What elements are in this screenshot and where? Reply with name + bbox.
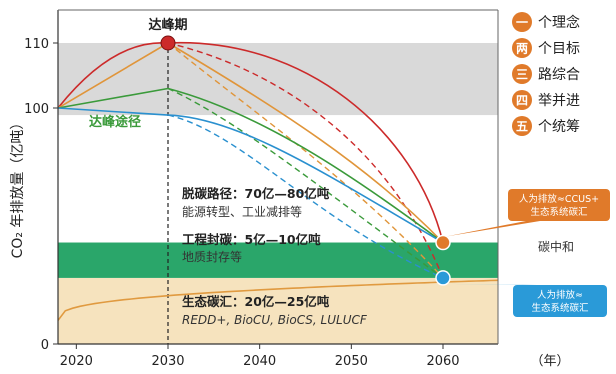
callout-ccus-text: 人为排放≈CCUS+ xyxy=(519,193,599,205)
red-rise xyxy=(58,42,169,109)
x-tick-label: 2040 xyxy=(243,354,276,369)
legend-badge-text: 两 xyxy=(516,42,528,56)
callout-eco-text: 人为排放≈ xyxy=(537,289,583,301)
decarb-title: 脱碳路径：70亿—80亿吨 xyxy=(182,186,330,201)
green-rise xyxy=(58,87,169,109)
legend-badge-text: 一 xyxy=(516,16,528,30)
peak-path-label: 达峰途径 xyxy=(89,114,141,130)
peak-marker xyxy=(160,35,176,51)
x-tick-label: 2050 xyxy=(335,354,368,369)
legend-badge xyxy=(512,116,532,136)
endpoint-eco xyxy=(435,270,451,286)
red-solid-descent xyxy=(167,42,444,243)
peak-label: 达峰期 xyxy=(148,17,187,33)
blue-dashed-descent xyxy=(167,114,444,279)
eco-title: 生态碳汇：20亿—25亿吨 xyxy=(182,294,330,309)
ccus-title: 工程封碳：5亿—10亿吨 xyxy=(182,232,321,247)
legend-badge xyxy=(512,12,532,32)
legend-badge-text: 三 xyxy=(516,68,528,82)
legend-label: 路综合 xyxy=(538,67,580,83)
green-solid-descent xyxy=(167,87,444,244)
legend-badge-text: 五 xyxy=(516,120,528,134)
callout-ccus-box xyxy=(508,189,610,221)
ccus-subtitle: 地质封存等 xyxy=(182,250,242,264)
callout-ccus-text: 生态系统碳汇 xyxy=(530,206,588,218)
legend-badge-text: 四 xyxy=(516,94,528,108)
curves xyxy=(58,42,498,321)
x-tick-label: 2030 xyxy=(151,354,184,369)
endpoint-ccus xyxy=(435,234,451,251)
callout-eco-pointer xyxy=(446,283,537,285)
callout-eco-text: 生态系统碳汇 xyxy=(531,302,589,314)
legend-label: 个理念 xyxy=(538,14,580,31)
callout-ccus-pointer xyxy=(446,221,540,237)
eco-subtitle: REDD+, BioCU, BioCS, LULUCF xyxy=(182,313,368,327)
y-tick-label: 100 xyxy=(24,102,49,117)
legend-label: 个统筹 xyxy=(538,118,580,135)
green-dashed-descent xyxy=(167,87,444,279)
y-tick-label: 110 xyxy=(24,37,49,52)
callout-eco-box xyxy=(513,285,607,317)
eco-sink-band xyxy=(58,277,498,344)
x-tick-label: 2060 xyxy=(426,354,459,369)
ccus-band xyxy=(58,242,498,278)
y-axis-label: CO₂ 年排放量（亿吨） xyxy=(10,116,26,259)
blue-rise xyxy=(58,107,169,116)
carbon-neutral-label: 碳中和 xyxy=(538,239,574,254)
orange-dashed-descent xyxy=(167,42,444,279)
orange-rise xyxy=(58,42,169,109)
legend-badge xyxy=(512,90,532,110)
decarb-subtitle: 能源转型、工业减排等 xyxy=(182,204,302,219)
peak-zone-band xyxy=(58,43,498,116)
blue-solid-descent xyxy=(167,114,444,244)
legend: 一个理念两 个目标三 路综合四 举并进五 个统筹 xyxy=(512,12,580,136)
orange-solid-descent xyxy=(167,42,444,244)
axes: 0 100 110 2020 2030 2040 2050 2060 （年） CO₂ 年排放量（亿… xyxy=(10,9,570,369)
legend-label: 举并进 xyxy=(538,93,580,109)
sink-curve xyxy=(58,279,498,321)
y-tick-label: 0 xyxy=(41,338,49,353)
legend-badge xyxy=(512,38,532,58)
legend-label: 个目标 xyxy=(538,41,580,57)
red-dashed-descent xyxy=(167,42,444,279)
legend-badge xyxy=(512,64,532,84)
x-tick-label: 2020 xyxy=(60,354,93,369)
x-axis-label: （年） xyxy=(530,354,569,369)
